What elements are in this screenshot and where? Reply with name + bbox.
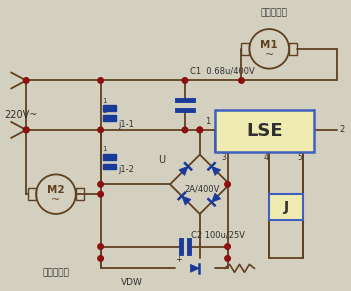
Bar — [102, 105, 117, 111]
Text: 冰箱电动机: 冰箱电动机 — [261, 9, 288, 18]
Text: j1-2: j1-2 — [118, 165, 134, 174]
Text: 2: 2 — [102, 108, 107, 114]
Text: +: + — [176, 255, 183, 265]
Text: 4: 4 — [263, 153, 268, 162]
Bar — [241, 43, 250, 55]
Circle shape — [98, 78, 104, 83]
Circle shape — [182, 127, 188, 133]
Circle shape — [225, 182, 230, 187]
Text: C2 100u/25V: C2 100u/25V — [191, 230, 245, 239]
Text: VDW: VDW — [120, 278, 142, 287]
Circle shape — [24, 127, 29, 133]
Polygon shape — [182, 196, 191, 205]
Bar — [76, 188, 84, 200]
Circle shape — [197, 127, 203, 133]
Text: J: J — [284, 200, 289, 214]
Circle shape — [24, 127, 29, 133]
Text: M2: M2 — [47, 185, 65, 195]
Circle shape — [98, 127, 104, 133]
Text: ~: ~ — [51, 195, 61, 205]
Bar — [269, 194, 303, 220]
Text: 电扇电动机: 电扇电动机 — [42, 269, 69, 278]
Text: 1: 1 — [102, 146, 107, 152]
Polygon shape — [179, 166, 188, 175]
Bar — [102, 115, 117, 121]
Text: 220V~: 220V~ — [4, 110, 38, 120]
Polygon shape — [212, 193, 221, 202]
Text: j1-1: j1-1 — [118, 120, 134, 129]
Circle shape — [239, 78, 244, 83]
Text: 1: 1 — [102, 98, 107, 104]
Circle shape — [24, 78, 29, 83]
Bar — [102, 164, 117, 169]
Polygon shape — [190, 264, 199, 272]
Text: U: U — [158, 155, 165, 165]
Bar — [289, 43, 297, 55]
Text: 5: 5 — [297, 153, 302, 162]
Text: ~: ~ — [265, 50, 274, 60]
Text: 2: 2 — [102, 156, 107, 162]
Bar — [215, 110, 314, 152]
Circle shape — [98, 244, 104, 249]
Polygon shape — [212, 166, 221, 175]
Text: M1: M1 — [260, 40, 278, 50]
Text: C1  0.68u/400V: C1 0.68u/400V — [190, 66, 254, 75]
Circle shape — [182, 78, 188, 83]
Circle shape — [98, 182, 104, 187]
Text: 1: 1 — [205, 117, 211, 126]
Circle shape — [197, 127, 203, 133]
Circle shape — [98, 256, 104, 261]
Text: LSE: LSE — [246, 122, 283, 140]
Text: 2A/400V: 2A/400V — [184, 185, 219, 194]
Circle shape — [98, 191, 104, 197]
Text: 2: 2 — [340, 125, 345, 134]
Circle shape — [225, 244, 230, 249]
Bar — [28, 188, 36, 200]
Text: 3: 3 — [222, 153, 227, 162]
Bar — [102, 154, 117, 159]
Circle shape — [225, 256, 230, 261]
